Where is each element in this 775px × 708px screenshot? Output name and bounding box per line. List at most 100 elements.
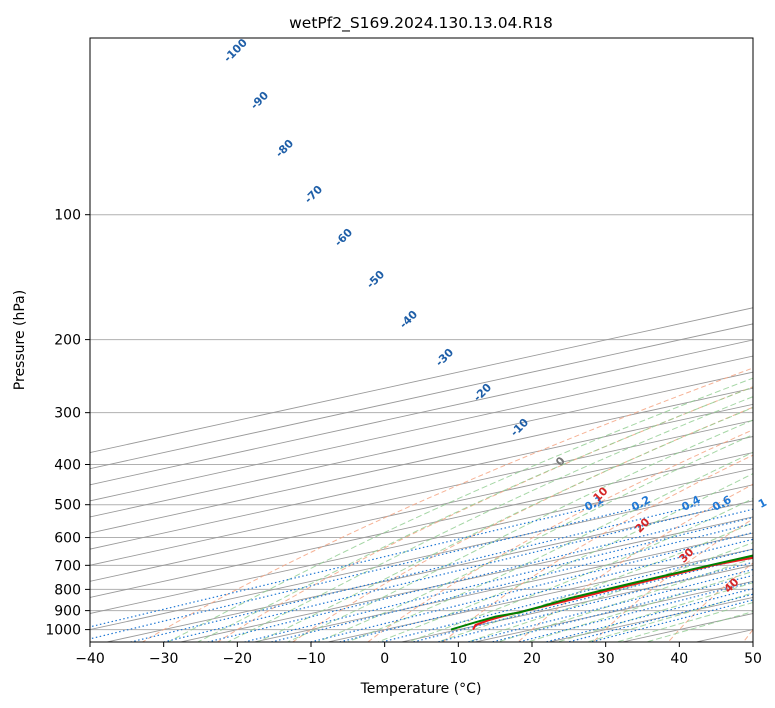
dry-adiabat-line bbox=[667, 562, 753, 642]
dry-adiabat-line bbox=[442, 454, 753, 642]
reference-lines bbox=[90, 185, 775, 646]
mixing-ratio-line bbox=[565, 593, 753, 642]
x-tick-label: 20 bbox=[523, 651, 541, 667]
moist-adiabat-line bbox=[585, 592, 753, 642]
moist-adiabat-line bbox=[496, 557, 753, 642]
x-tick-label: −20 bbox=[223, 651, 253, 667]
moist-adiabat-line bbox=[346, 451, 753, 642]
mixing-ratio-line bbox=[161, 504, 732, 642]
dewpoint-profile-line bbox=[450, 554, 753, 631]
dry-adiabat-label: 20 bbox=[633, 515, 653, 535]
x-tick-label: −10 bbox=[296, 651, 326, 667]
moist-adiabat-line bbox=[525, 570, 753, 642]
x-tick-label: −40 bbox=[75, 651, 105, 667]
isotherm-line bbox=[473, 580, 753, 642]
isotherm-line bbox=[325, 548, 753, 642]
axis-ticks: −40 −30 −20 −10 0 10 20 30 40 50 100 200 300 400 500 60… bbox=[45, 208, 762, 667]
mixing-ratio-label: 1 bbox=[756, 496, 769, 511]
y-tick-label: 1000 bbox=[45, 623, 81, 639]
dry-adiabat-label: -90 bbox=[248, 89, 271, 112]
mixing-ratio-line bbox=[128, 504, 701, 642]
isotherm-line bbox=[90, 484, 753, 631]
isotherm-line bbox=[90, 387, 753, 534]
isotherm-line bbox=[90, 452, 753, 598]
isotherm-line bbox=[748, 185, 775, 646]
dry-adiabat-label: -80 bbox=[273, 137, 296, 160]
moist-adiabat-line bbox=[196, 386, 753, 642]
x-tick-label: 50 bbox=[744, 651, 762, 667]
y-tick-label: 700 bbox=[54, 558, 81, 574]
dry-adiabat-line bbox=[592, 518, 753, 642]
y-tick-label: 600 bbox=[54, 531, 81, 547]
mixing-ratio-line bbox=[543, 587, 753, 642]
dry-adiabat-line bbox=[291, 406, 753, 642]
y-tick-label: 400 bbox=[54, 458, 81, 474]
moist-adiabat-line bbox=[286, 419, 753, 642]
y-tick-label: 900 bbox=[54, 604, 81, 620]
moist-adiabat-line bbox=[615, 601, 753, 642]
isotherm-line bbox=[90, 355, 753, 502]
dry-adiabat-label: -100 bbox=[221, 36, 250, 65]
y-tick-label: 500 bbox=[54, 498, 81, 514]
y-tick-label: 100 bbox=[54, 208, 81, 224]
mixing-ratio-line bbox=[489, 574, 753, 642]
moist-adiabat-line bbox=[466, 542, 753, 642]
x-tick-label: −30 bbox=[149, 651, 179, 667]
dry-adiabat-label: -50 bbox=[364, 268, 387, 291]
x-tick-label: 10 bbox=[449, 651, 467, 667]
mixing-ratio-label: 0.2 bbox=[629, 493, 652, 514]
isotherm-line bbox=[90, 307, 753, 454]
temperature-profile-line bbox=[472, 556, 753, 631]
mixing-ratio-line bbox=[410, 555, 753, 642]
mixing-ratio-line bbox=[516, 581, 753, 642]
isotherm-line bbox=[399, 564, 753, 642]
mixing-ratio-line bbox=[465, 568, 753, 642]
y-axis-label: Pressure (hPa) bbox=[12, 290, 28, 390]
chart-title: wetPf2_S169.2024.130.13.04.R18 bbox=[289, 14, 553, 33]
mixing-ratio-line bbox=[205, 508, 753, 642]
x-tick-label: 30 bbox=[597, 651, 615, 667]
moist-adiabat-line bbox=[316, 434, 753, 642]
dry-adiabat-line bbox=[517, 483, 753, 642]
y-tick-label: 200 bbox=[54, 333, 81, 349]
isotherm-line bbox=[90, 371, 753, 518]
mixing-ratio-line bbox=[268, 522, 753, 642]
profile-lines bbox=[450, 554, 753, 631]
isotherm-line bbox=[90, 339, 753, 486]
moist-adiabat-line bbox=[436, 522, 753, 642]
x-axis-label: Temperature (°C) bbox=[360, 681, 482, 697]
dry-adiabat-label: -40 bbox=[397, 308, 420, 331]
moist-adiabat-line bbox=[226, 396, 753, 642]
dry-adiabat-line bbox=[141, 367, 753, 642]
mixing-ratio-line bbox=[435, 561, 753, 642]
dry-adiabat-label: -30 bbox=[433, 346, 456, 369]
dry-adiabat-line bbox=[216, 386, 753, 642]
mixing-ratio-line bbox=[90, 504, 651, 640]
dry-adiabat-line bbox=[367, 429, 753, 642]
isotherm-line bbox=[90, 436, 753, 582]
isotherm-line bbox=[178, 516, 753, 642]
isotherm-line bbox=[90, 468, 753, 614]
isotherm-line bbox=[90, 403, 753, 550]
reference-labels: 0.10.20.40.611.52346810131620253036-100-… bbox=[221, 36, 769, 596]
x-tick-label: 0 bbox=[380, 651, 389, 667]
isotherm-line bbox=[546, 596, 753, 642]
x-tick-label: 40 bbox=[670, 651, 688, 667]
dry-adiabat-label: 40 bbox=[722, 575, 742, 595]
mixing-ratio-line bbox=[241, 516, 753, 642]
moist-adiabat-line bbox=[376, 473, 753, 642]
isotherm-line bbox=[694, 629, 753, 642]
dry-adiabat-label: -70 bbox=[302, 183, 325, 206]
y-tick-label: 300 bbox=[54, 406, 81, 422]
isotherm-line bbox=[104, 500, 753, 642]
y-tick-label: 800 bbox=[54, 582, 81, 598]
isotherm-line bbox=[90, 323, 753, 470]
mixing-ratio-line bbox=[588, 599, 753, 642]
moist-adiabat-line bbox=[166, 377, 753, 642]
isotherm-line bbox=[252, 532, 753, 642]
dry-adiabat-label: -60 bbox=[332, 226, 355, 249]
moist-adiabat-line bbox=[644, 610, 753, 642]
moist-adiabat-line bbox=[406, 497, 753, 642]
dry-adiabat-label: -10 bbox=[508, 416, 531, 439]
